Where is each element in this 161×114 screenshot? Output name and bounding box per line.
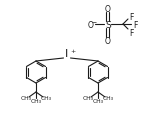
Text: F: F [129,28,133,37]
Text: O: O [88,20,94,29]
Text: CH₃: CH₃ [30,99,42,104]
Text: F: F [133,20,137,29]
Text: O: O [105,36,111,45]
Text: F: F [129,12,133,21]
Text: −: − [92,19,97,24]
Text: O: O [105,4,111,13]
Text: CH₃: CH₃ [41,96,52,101]
Text: S: S [105,20,111,29]
Text: +: + [70,49,75,54]
Text: CH₃: CH₃ [93,99,104,104]
Text: I: I [65,49,69,58]
Text: CH₃: CH₃ [20,96,32,101]
Text: CH₃: CH₃ [82,96,94,101]
Text: CH₃: CH₃ [103,96,114,101]
